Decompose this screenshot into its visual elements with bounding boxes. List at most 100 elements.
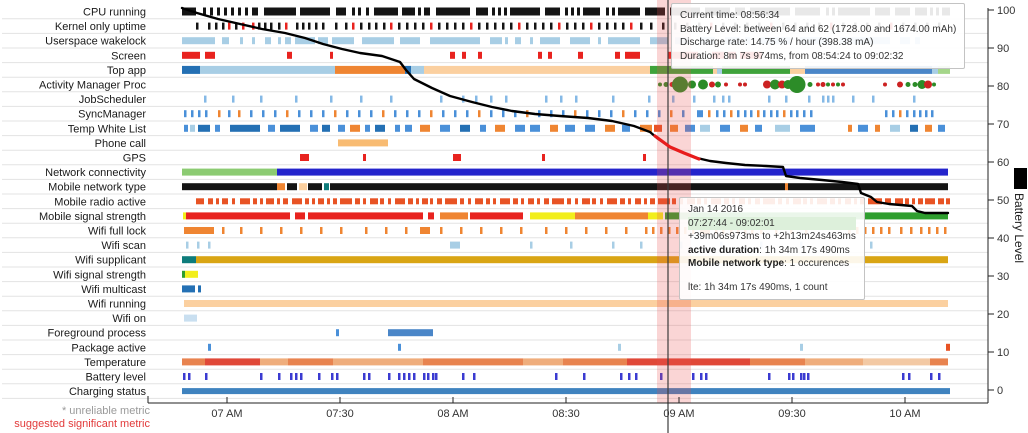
- event-dot[interactable]: [932, 82, 936, 87]
- timeline-segment[interactable]: [330, 95, 333, 103]
- timeline-segment[interactable]: [308, 183, 322, 191]
- timeline-segment[interactable]: [612, 7, 615, 16]
- timeline-segment[interactable]: [390, 95, 393, 103]
- timeline-segment[interactable]: [577, 7, 580, 16]
- timeline-segment[interactable]: [352, 7, 355, 16]
- timeline-segment[interactable]: [565, 7, 568, 16]
- timeline-segment[interactable]: [398, 22, 401, 30]
- timeline-segment[interactable]: [430, 198, 433, 205]
- timeline-segment[interactable]: [436, 7, 470, 16]
- timeline-segment[interactable]: [585, 124, 595, 132]
- timeline-segment[interactable]: [606, 22, 609, 30]
- event-dot[interactable]: [715, 81, 721, 88]
- timeline-segment[interactable]: [360, 22, 363, 30]
- timeline-segment[interactable]: [800, 124, 815, 132]
- timeline-segment[interactable]: [190, 124, 195, 132]
- timeline-segment[interactable]: [422, 198, 428, 205]
- timeline-segment[interactable]: [333, 198, 337, 205]
- timeline-segment[interactable]: [350, 124, 360, 132]
- timeline-segment[interactable]: [205, 110, 208, 118]
- timeline-segment[interactable]: [454, 22, 457, 30]
- timeline-segment[interactable]: [625, 51, 640, 59]
- timeline-segment[interactable]: [363, 154, 366, 161]
- event-dot[interactable]: [924, 80, 932, 89]
- timeline-segment[interactable]: [185, 270, 198, 278]
- timeline-segment[interactable]: [919, 110, 922, 118]
- timeline-segment[interactable]: [571, 7, 574, 16]
- timeline-segment[interactable]: [327, 198, 330, 205]
- timeline-segment[interactable]: [420, 124, 430, 132]
- timeline-segment[interactable]: [197, 241, 200, 249]
- timeline-segment[interactable]: [302, 22, 305, 30]
- timeline-segment[interactable]: [788, 183, 948, 191]
- timeline-segment[interactable]: [363, 198, 366, 205]
- row-track-25[interactable]: [183, 373, 941, 380]
- timeline-segment[interactable]: [470, 22, 473, 30]
- timeline-segment[interactable]: [240, 37, 243, 45]
- timeline-segment[interactable]: [502, 22, 505, 30]
- timeline-segment[interactable]: [430, 22, 433, 30]
- timeline-segment[interactable]: [453, 154, 461, 161]
- timeline-segment[interactable]: [428, 212, 434, 220]
- row-track-17[interactable]: [182, 256, 948, 264]
- timeline-segment[interactable]: [280, 227, 283, 234]
- timeline-segment[interactable]: [375, 22, 378, 30]
- timeline-segment[interactable]: [208, 198, 213, 205]
- timeline-segment[interactable]: [232, 95, 235, 103]
- timeline-segment[interactable]: [203, 7, 206, 16]
- timeline-segment[interactable]: [545, 7, 560, 16]
- timeline-segment[interactable]: [208, 22, 211, 30]
- event-dot[interactable]: [917, 80, 927, 89]
- timeline-segment[interactable]: [286, 110, 289, 118]
- timeline-segment[interactable]: [266, 198, 274, 205]
- timeline-segment[interactable]: [338, 124, 345, 132]
- timeline-segment[interactable]: [355, 198, 360, 205]
- timeline-segment[interactable]: [515, 37, 521, 45]
- timeline-segment[interactable]: [264, 7, 296, 16]
- timeline-segment[interactable]: [196, 22, 199, 30]
- event-dot[interactable]: [897, 81, 903, 88]
- timeline-segment[interactable]: [925, 110, 928, 118]
- timeline-segment[interactable]: [315, 22, 318, 30]
- timeline-segment[interactable]: [182, 183, 277, 191]
- timeline-segment[interactable]: [562, 110, 565, 118]
- timeline-segment[interactable]: [899, 110, 902, 118]
- timeline-segment[interactable]: [388, 198, 391, 205]
- timeline-segment[interactable]: [565, 227, 568, 234]
- timeline-segment[interactable]: [672, 95, 675, 103]
- timeline-segment[interactable]: [196, 198, 204, 205]
- timeline-segment[interactable]: [713, 65, 717, 74]
- timeline-segment[interactable]: [521, 198, 524, 205]
- timeline-segment[interactable]: [785, 183, 788, 191]
- timeline-segment[interactable]: [808, 95, 811, 103]
- timeline-segment[interactable]: [648, 212, 663, 220]
- timeline-segment[interactable]: [345, 22, 348, 30]
- timeline-segment[interactable]: [262, 110, 265, 118]
- timeline-segment[interactable]: [800, 373, 803, 380]
- timeline-segment[interactable]: [478, 110, 481, 118]
- timeline-segment[interactable]: [658, 110, 661, 118]
- timeline-segment[interactable]: [693, 95, 696, 103]
- timeline-segment[interactable]: [322, 22, 325, 30]
- timeline-segment[interactable]: [462, 51, 466, 59]
- timeline-segment[interactable]: [238, 110, 241, 118]
- timeline-segment[interactable]: [340, 227, 343, 234]
- event-dot[interactable]: [841, 82, 845, 87]
- timeline-segment[interactable]: [685, 124, 695, 132]
- timeline-segment[interactable]: [645, 7, 665, 16]
- timeline-segment[interactable]: [790, 110, 793, 118]
- timeline-segment[interactable]: [510, 22, 513, 30]
- timeline-segment[interactable]: [890, 124, 900, 132]
- timeline-segment[interactable]: [697, 110, 703, 118]
- timeline-segment[interactable]: [502, 110, 505, 118]
- timeline-segment[interactable]: [498, 7, 501, 16]
- timeline-segment[interactable]: [500, 227, 503, 234]
- row-track-26[interactable]: [182, 388, 950, 395]
- timeline-segment[interactable]: [625, 227, 628, 234]
- timeline-segment[interactable]: [182, 388, 950, 395]
- timeline-segment[interactable]: [652, 227, 655, 234]
- timeline-segment[interactable]: [872, 95, 875, 103]
- timeline-segment[interactable]: [460, 227, 463, 234]
- timeline-segment[interactable]: [198, 110, 201, 118]
- row-track-12[interactable]: [182, 183, 948, 191]
